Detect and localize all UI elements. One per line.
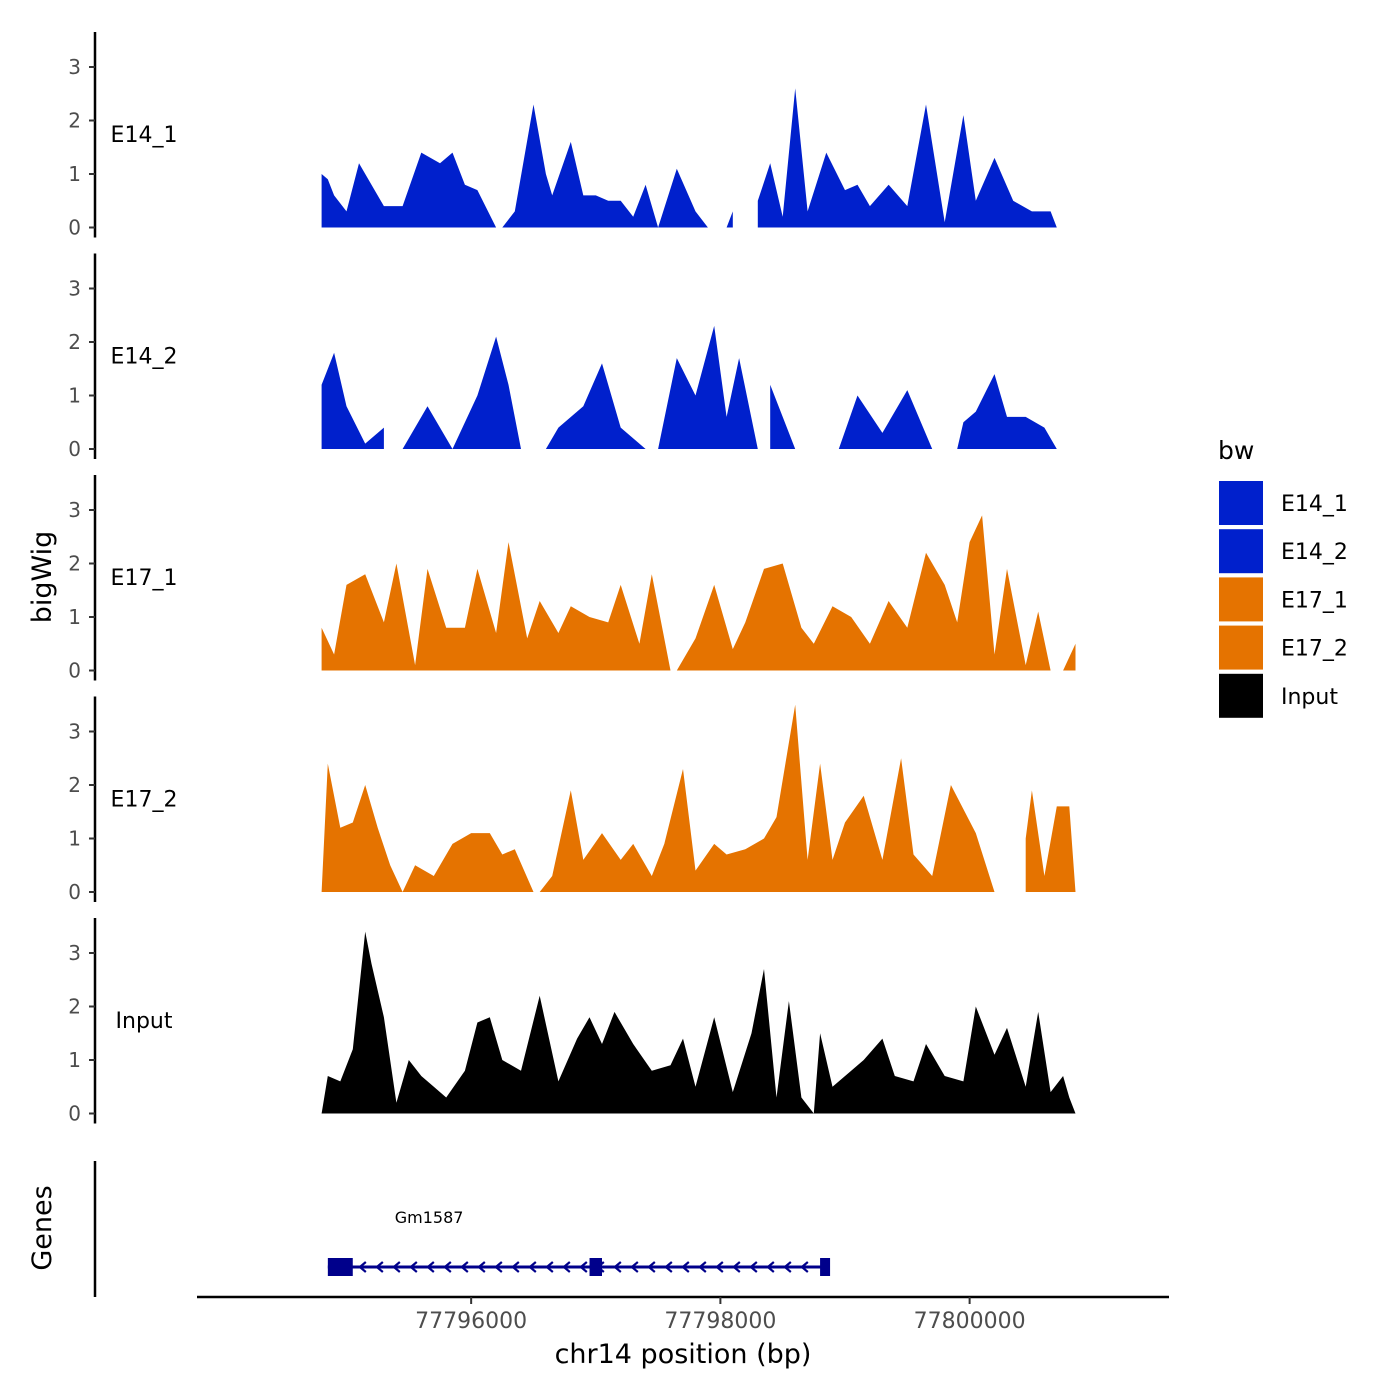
strand-arrow: [528, 1261, 537, 1273]
legend-label-Input: Input: [1281, 685, 1338, 710]
track-E17_1: 0 1 2 3 E17_1: [68, 475, 1076, 683]
y-tick-label: 1: [68, 384, 81, 408]
track-Input: 0 1 2 3 Input: [68, 918, 1076, 1126]
gene-name: Gm1587: [395, 1208, 464, 1227]
strand-arrow: [715, 1261, 724, 1273]
x-axis: 77796000 77798000 77800000: [197, 1295, 1169, 1334]
strand-arrow: [392, 1261, 401, 1273]
track-area-E14_1: [757, 88, 1057, 228]
strand-arrow: [613, 1261, 622, 1273]
legend-swatch-Input: [1219, 673, 1263, 718]
track-E14_1: 0 1 2 3 E14_1: [68, 32, 1057, 240]
track-area-E17_2: [1025, 790, 1076, 892]
strand-arrow: [511, 1261, 520, 1273]
genes-panel: Gm1587: [93, 1161, 831, 1297]
y-tick-label: 1: [68, 1048, 81, 1072]
track-area-E14_2: [770, 384, 814, 449]
y-tick-label: 0: [68, 437, 81, 461]
strand-arrow: [358, 1261, 367, 1273]
y-tick-label: 2: [68, 773, 81, 797]
y-tick-label: 0: [68, 659, 81, 683]
y-tick-label: 0: [68, 1102, 81, 1126]
strand-arrow: [477, 1261, 486, 1273]
x-tick-label: 77798000: [664, 1309, 776, 1334]
track-area-E14_2: [321, 352, 384, 449]
strand-arrow: [562, 1261, 571, 1273]
y-tick-label: 1: [68, 605, 81, 629]
legend-label-E14_1: E14_1: [1281, 492, 1348, 517]
track-area-E17_2: [321, 763, 534, 892]
y-tick-label: 3: [68, 498, 81, 522]
track-label: E17_2: [111, 788, 178, 813]
y-tick-label: 2: [68, 552, 81, 576]
track-label: E17_1: [111, 566, 178, 591]
legend-swatch-E14_2: [1219, 529, 1263, 574]
strand-arrow: [681, 1261, 690, 1273]
y-tick-label: 3: [68, 720, 81, 744]
y-tick-label: 3: [68, 941, 81, 965]
strand-arrow: [409, 1261, 418, 1273]
track-E17_2: 0 1 2 3 E17_2: [68, 696, 1076, 904]
x-tick-label: 77800000: [914, 1309, 1026, 1334]
legend-title: bw: [1218, 436, 1254, 465]
strand-arrow: [460, 1261, 469, 1273]
track-area-E14_2: [545, 325, 758, 449]
gene-exon: [327, 1258, 353, 1276]
gene-exon: [820, 1258, 831, 1276]
track-area-E17_1: [1063, 643, 1076, 671]
legend-label-E14_2: E14_2: [1281, 540, 1348, 565]
y-axis-title: bigWig: [27, 531, 58, 624]
strand-arrow: [732, 1261, 741, 1273]
legend-swatch-E14_1: [1219, 481, 1263, 525]
track-label: Input: [116, 1009, 173, 1034]
track-area-E14_2: [838, 374, 1057, 449]
legend-label-E17_1: E17_1: [1281, 588, 1348, 613]
track-E14_2: 0 1 2 3 E14_2: [68, 253, 1057, 461]
y-tick-label: 1: [68, 162, 81, 186]
strand-arrow: [375, 1261, 384, 1273]
track-area-E14_2: [402, 336, 521, 449]
track-area-E17_1: [676, 515, 1051, 671]
track-label: E14_2: [111, 345, 178, 370]
strand-arrow: [800, 1261, 809, 1273]
track-area-E14_1: [502, 104, 733, 228]
y-tick-label: 1: [68, 827, 81, 851]
legend-label-E17_2: E17_2: [1281, 637, 1348, 662]
legend: bw E14_1 E14_2 E17_1 E17_2 Input: [1218, 436, 1348, 718]
track-area-Input: [321, 931, 1076, 1114]
strand-arrow: [630, 1261, 639, 1273]
strand-arrow: [426, 1261, 435, 1273]
y-tick-label: 0: [68, 880, 81, 904]
strand-arrow: [579, 1261, 588, 1273]
y-tick-label: 3: [68, 277, 81, 301]
track-label: E14_1: [111, 123, 178, 148]
strand-arrow: [443, 1261, 452, 1273]
y-tick-label: 2: [68, 109, 81, 133]
track-panels: 0 1 2 3 E14_1 0 1 2 3 E14_2 0 1 2 3 E17_1 0 1 2 3 E17_2 0 1 2 3…: [68, 32, 1076, 1126]
legend-swatch-E17_2: [1219, 625, 1263, 670]
strand-arrow: [545, 1261, 554, 1273]
y-tick-label: 2: [68, 330, 81, 354]
strand-arrow: [647, 1261, 656, 1273]
gene-exon: [589, 1258, 602, 1276]
strand-arrow: [698, 1261, 707, 1273]
y-tick-label: 2: [68, 995, 81, 1019]
strand-arrow: [766, 1261, 775, 1273]
y-tick-label: 3: [68, 55, 81, 79]
track-area-E17_1: [321, 542, 671, 671]
y-tick-label: 0: [68, 216, 81, 240]
strand-arrow: [494, 1261, 503, 1273]
x-axis-title: chr14 position (bp): [555, 1339, 812, 1370]
gene-Gm1587: Gm1587: [327, 1208, 831, 1276]
genes-axis-title: Genes: [27, 1185, 58, 1270]
x-tick-label: 77796000: [415, 1309, 527, 1334]
strand-arrow: [749, 1261, 758, 1273]
track-area-E17_2: [539, 704, 1014, 892]
legend-swatch-E17_1: [1219, 577, 1263, 622]
strand-arrow: [664, 1261, 673, 1273]
track-area-E14_1: [321, 152, 497, 228]
strand-arrow: [783, 1261, 792, 1273]
